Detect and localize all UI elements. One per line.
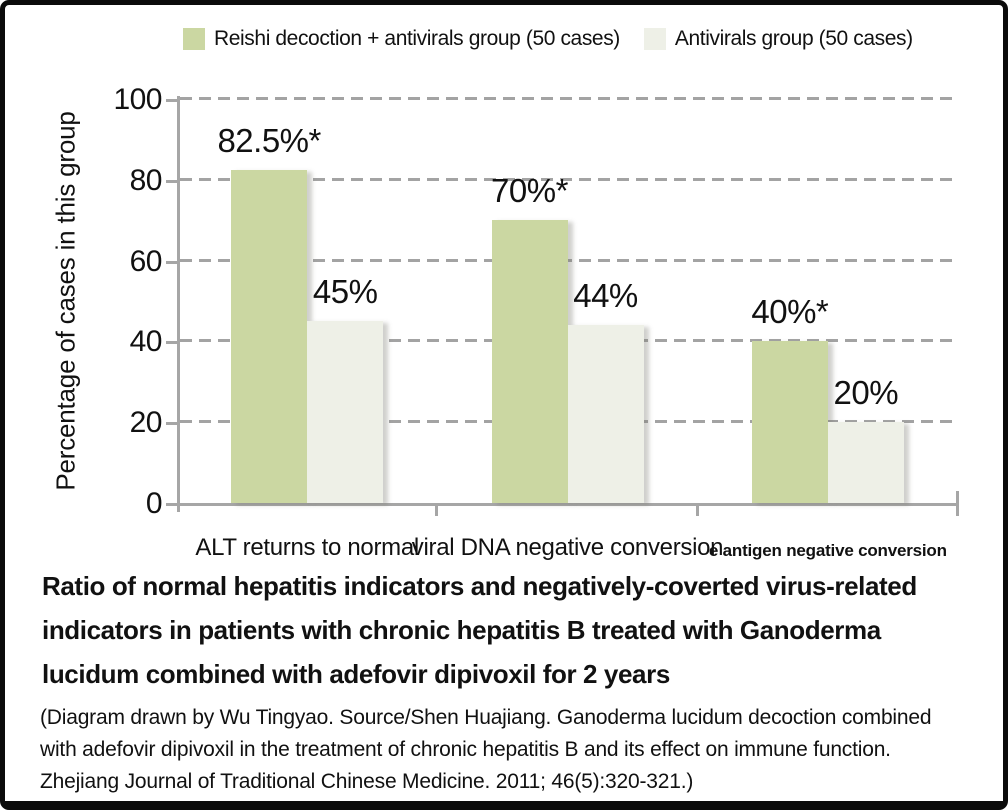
figure-title: Ratio of normal hepatitis indicators and… [42, 571, 917, 689]
y-axis-line [177, 96, 180, 512]
bar-antivirals [307, 321, 384, 503]
bar-value-label: 82.5%* [217, 121, 321, 159]
bar-value-label: 20% [833, 374, 899, 412]
bar-value-label: 70%* [491, 172, 568, 210]
bar-reishi [751, 341, 828, 503]
x-category-label: viral DNA negative conversion [411, 534, 724, 561]
bar-value-label: 45% [312, 273, 378, 311]
y-tick-40 [166, 341, 177, 345]
x-category-label: ALT returns to normal [195, 534, 419, 561]
x-tick-1 [435, 506, 438, 516]
x-category-label: e antigen negative conversion [708, 541, 947, 560]
legend-label-antivirals: Antivirals group (50 cases) [674, 27, 913, 50]
bar-value-label: 44% [573, 277, 638, 315]
bar-antivirals [567, 325, 644, 503]
y-tick-label-60: 60 [129, 244, 163, 278]
y-axis-title: Percentage of cases in this group [50, 111, 81, 491]
y-tick-20 [166, 422, 177, 426]
y-tick-100 [166, 99, 177, 102]
x-axis-right-corner-tick [956, 491, 959, 503]
y-tick-0 [166, 503, 177, 506]
x-axis-line [177, 503, 959, 506]
legend-swatch-antivirals [643, 28, 666, 50]
legend-swatch-reishi [183, 28, 205, 50]
plot-area: 82.5%* 45% ALT returns to normal 70%* 44% vir… [180, 97, 956, 561]
y-tick-label-40: 40 [129, 325, 163, 359]
y-tick-60 [166, 260, 177, 264]
bar-reishi [231, 169, 308, 503]
y-tick-label-0: 0 [145, 487, 163, 520]
figure-citation: (Diagram drawn by Wu Tingyao. Source/She… [40, 706, 932, 793]
y-tick-label-20: 20 [129, 406, 163, 440]
y-tick-label-100: 100 [113, 83, 162, 116]
gridline-100 [180, 97, 954, 100]
bar-value-label: 40%* [751, 293, 829, 331]
bar-reishi [491, 220, 568, 503]
legend-label-reishi: Reishi decoction + antivirals group (50 … [214, 27, 620, 50]
y-tick-80 [166, 179, 177, 183]
x-tick-3 [956, 506, 959, 516]
y-tick-label-80: 80 [129, 163, 163, 197]
legend-item-reishi: Reishi decoction + antivirals group (50 … [183, 26, 620, 52]
bar-antivirals [827, 422, 904, 503]
legend: Reishi decoction + antivirals group (50 … [183, 26, 913, 52]
gridline-80 [180, 177, 954, 181]
legend-item-antivirals: Antivirals group (50 cases) [643, 26, 913, 52]
x-tick-2 [696, 506, 699, 516]
